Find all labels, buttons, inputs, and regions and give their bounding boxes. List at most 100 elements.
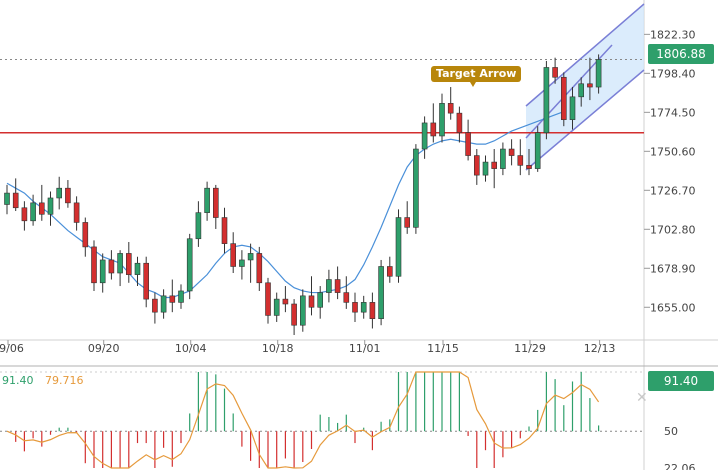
time-tick-label: 11/29 — [514, 342, 546, 355]
candle-body — [447, 103, 454, 114]
candle-body — [369, 302, 376, 319]
target-arrow-label[interactable]: Target Arrow — [431, 66, 522, 82]
candle-body — [395, 217, 402, 277]
candle-body — [143, 262, 149, 300]
oscillator-tick-label: 22.06 — [664, 462, 696, 470]
candle-body — [569, 96, 576, 120]
candle-body — [108, 259, 115, 274]
candle-body — [38, 202, 45, 215]
candle-body — [465, 132, 471, 156]
candle-body — [491, 161, 498, 169]
target-arrow-marker — [470, 82, 476, 87]
price-tick-label: 1774.50 — [650, 106, 696, 119]
candle-body — [47, 197, 54, 215]
candle-body — [421, 122, 428, 150]
candle-body — [12, 192, 19, 209]
price-tick-label: 1798.40 — [650, 67, 696, 80]
candle-body — [552, 67, 558, 78]
time-tick-label: 10/04 — [175, 342, 207, 355]
candle-body — [169, 295, 176, 303]
last-price-tag: 1806.88 — [648, 44, 714, 64]
signal-value: 79.716 — [45, 374, 84, 387]
time-tick-label: 09/20 — [88, 342, 120, 355]
candle-body — [386, 266, 393, 277]
candle-body — [230, 243, 236, 267]
candle-body — [413, 148, 419, 228]
candle-body — [134, 262, 141, 275]
candle-body — [239, 259, 245, 267]
candle-body — [195, 212, 202, 240]
time-tick-label: 10/18 — [262, 342, 294, 355]
candle-body — [152, 298, 158, 313]
time-tick-label: 12/13 — [584, 342, 616, 355]
candle-body — [265, 282, 271, 316]
candle-body — [73, 202, 80, 223]
signal-line — [6, 371, 600, 469]
candle-body — [282, 298, 289, 305]
price-tick-label: 1726.70 — [650, 184, 696, 197]
candle-body — [126, 253, 132, 275]
candle-body — [65, 187, 71, 204]
price-tick-label: 1678.90 — [650, 262, 696, 275]
candle-body — [4, 192, 10, 205]
candle-body — [517, 155, 524, 166]
candle-body — [526, 165, 532, 169]
candle-body — [204, 187, 210, 213]
price-tick-label: 1702.80 — [650, 223, 696, 236]
candle-body — [343, 292, 350, 303]
candle-body — [30, 202, 36, 222]
candle-body — [308, 295, 315, 308]
candle-body — [534, 132, 541, 169]
candle-body — [186, 238, 193, 292]
candle-body — [99, 259, 106, 284]
candle-body — [508, 148, 515, 156]
candle-body — [160, 295, 167, 313]
candle-body — [587, 83, 593, 88]
candle-body — [560, 76, 567, 120]
candle-body — [456, 112, 463, 134]
candle-body — [317, 292, 324, 308]
candle-body — [360, 302, 367, 313]
candle-body — [291, 303, 297, 326]
candle-body — [543, 67, 550, 134]
candle-body — [256, 253, 263, 284]
candle-body — [56, 187, 63, 199]
candle-body — [247, 253, 254, 261]
candle-body — [578, 83, 585, 98]
main-plot-area — [0, 0, 644, 340]
candle-body — [326, 279, 332, 293]
oscillator-tick-label: 50 — [664, 425, 678, 438]
close-panel-icon[interactable]: ✕ — [636, 390, 648, 406]
trend-channel-lower — [525, 69, 645, 171]
candle-body — [91, 246, 97, 284]
candle-body — [21, 207, 28, 222]
candle-body — [178, 290, 184, 303]
candle-body — [82, 222, 89, 248]
oscillator-legend: 91.40 79.716 — [2, 374, 92, 387]
candle-body — [439, 103, 445, 137]
time-tick-label: 11/01 — [349, 342, 381, 355]
candle-body — [500, 148, 506, 169]
candle-body — [404, 217, 411, 228]
candle-body — [352, 302, 358, 313]
candle-body — [334, 279, 341, 293]
time-tick-label: 11/15 — [427, 342, 459, 355]
candle-body — [273, 298, 280, 316]
candle-body — [482, 161, 489, 176]
price-tick-label: 1750.60 — [650, 145, 696, 158]
candle-body — [473, 155, 480, 176]
price-tick-label: 1822.30 — [650, 28, 696, 41]
candle-body — [595, 59, 602, 88]
candle-body — [221, 217, 228, 244]
time-tick-label: 09/06 — [0, 342, 24, 355]
oscillator-value-tag: 91.40 — [648, 371, 714, 391]
candle-body — [117, 253, 123, 274]
candle-body — [430, 122, 437, 137]
moving-average-line — [6, 110, 565, 299]
oscillator-value: 91.40 — [2, 374, 34, 387]
candle-body — [299, 295, 306, 326]
candle-body — [378, 266, 384, 319]
price-tick-label: 1655.00 — [650, 301, 696, 314]
trend-channel-fill — [526, 4, 644, 170]
